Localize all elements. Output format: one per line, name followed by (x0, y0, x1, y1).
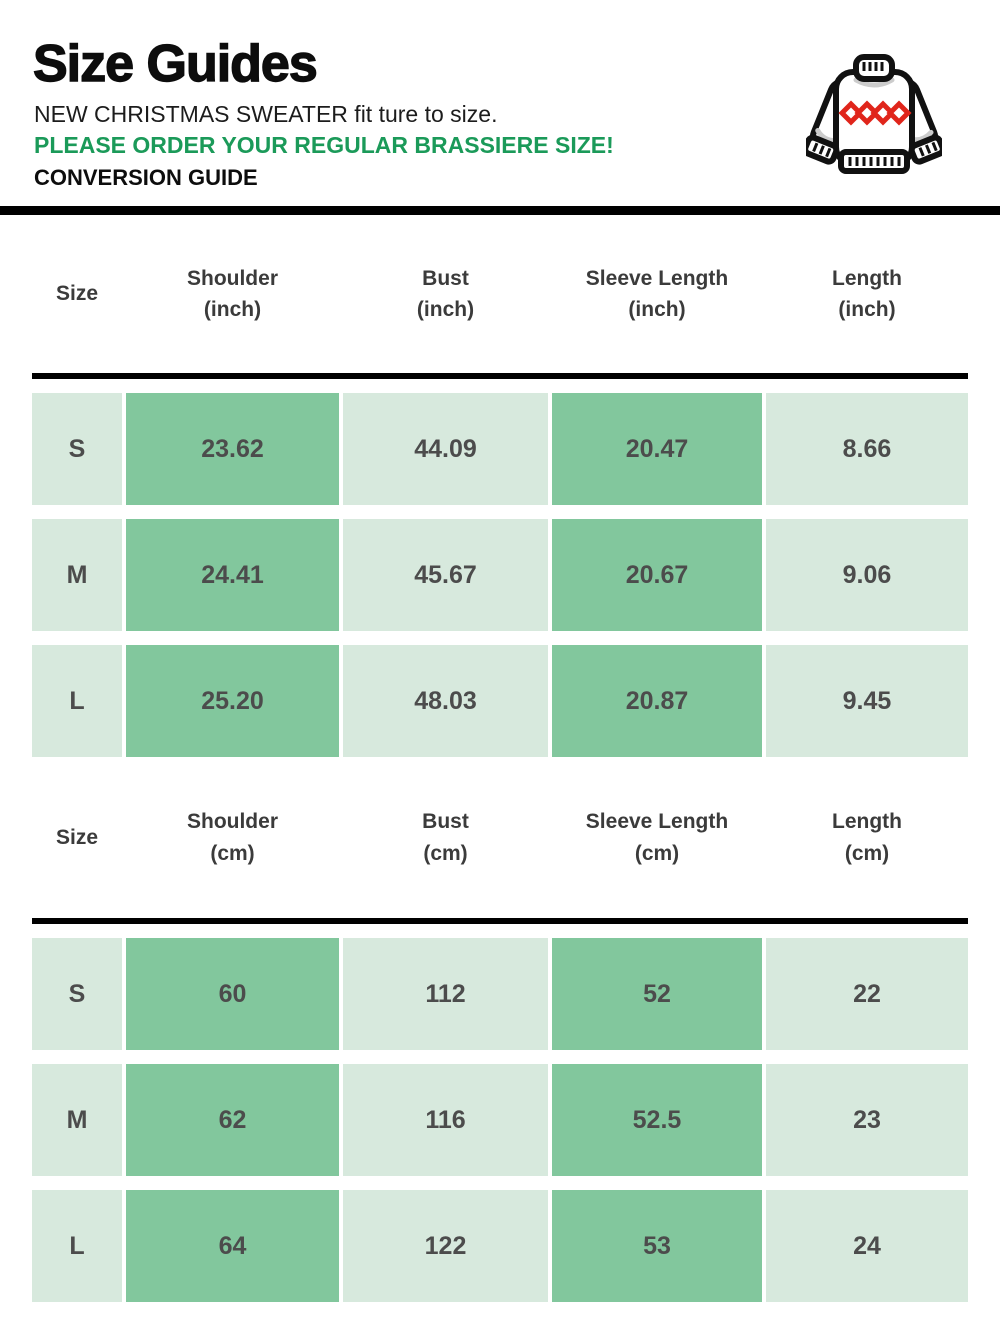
shoulder-cell: 24.41 (126, 519, 339, 631)
column-header-sleeve-length: Sleeve Length (inch) (585, 266, 729, 322)
sleeve-length-cell: 20.67 (552, 519, 762, 631)
size-table-inch: Size Shoulder (inch) Bust (inch) Sleeve … (32, 215, 968, 757)
column-header-length: Length (inch) (832, 266, 902, 322)
table-row-l: L 64 122 53 24 (32, 1190, 968, 1302)
length-cell: 22 (766, 938, 968, 1050)
sleeve-length-cell: 53 (552, 1190, 762, 1302)
sleeve-length-cell: 52 (552, 938, 762, 1050)
shoulder-cell: 25.20 (126, 645, 339, 757)
fit-subtitle: NEW CHRISTMAS SWEATER fit ture to size. (34, 101, 498, 127)
column-header-shoulder: Shoulder (cm) (186, 810, 278, 865)
size-cell: S (32, 938, 122, 1050)
length-cell: 9.06 (766, 519, 968, 631)
sleeve-length-cell: 20.47 (552, 393, 762, 505)
bust-cell: 44.09 (343, 393, 548, 505)
header-divider (0, 206, 1000, 215)
bust-cell: 48.03 (343, 645, 548, 757)
column-header-sleeve-length: Sleeve Length (cm) (585, 810, 729, 865)
table-header-row: Size Shoulder (inch) Bust (inch) Sleeve … (32, 215, 968, 373)
diamond-pattern (838, 100, 912, 126)
length-cell: 24 (766, 1190, 968, 1302)
size-cell: L (32, 1190, 122, 1302)
table-row-m: M 62 116 52.5 23 (32, 1064, 968, 1176)
order-notice: PLEASE ORDER YOUR REGULAR BRASSIERE SIZE… (34, 132, 614, 158)
column-header-size: Size (55, 825, 99, 849)
shoulder-cell: 60 (126, 938, 339, 1050)
table-row-s: S 23.62 44.09 20.47 8.66 (32, 393, 968, 505)
bust-cell: 116 (343, 1064, 548, 1176)
table-row-s: S 60 112 52 22 (32, 938, 968, 1050)
bust-cell: 45.67 (343, 519, 548, 631)
sleeve-length-cell: 20.87 (552, 645, 762, 757)
length-cell: 8.66 (766, 393, 968, 505)
length-cell: 9.45 (766, 645, 968, 757)
length-cell: 23 (766, 1064, 968, 1176)
size-table-cm: Size Shoulder (cm) Bust (cm) Sleeve Leng… (32, 757, 968, 1302)
bust-cell: 122 (343, 1190, 548, 1302)
conversion-guide-label: CONVERSION GUIDE (34, 165, 258, 190)
sleeve-length-cell: 52.5 (552, 1064, 762, 1176)
table-row-m: M 24.41 45.67 20.67 9.06 (32, 519, 968, 631)
column-header-length: Length (cm) (832, 810, 902, 865)
tables-area: Size Shoulder (inch) Bust (inch) Sleeve … (32, 215, 968, 1302)
column-header-bust: Bust (inch) (416, 266, 475, 322)
size-cell: L (32, 645, 122, 757)
page-title: Size Guides (32, 34, 318, 93)
bust-cell: 112 (343, 938, 548, 1050)
size-cell: M (32, 1064, 122, 1176)
column-header-bust: Bust (cm) (422, 810, 469, 865)
size-cell: M (32, 519, 122, 631)
table-header-rule (32, 373, 968, 379)
table-header-rule (32, 918, 968, 924)
christmas-sweater-icon (802, 52, 946, 200)
shoulder-cell: 64 (126, 1190, 339, 1302)
size-cell: S (32, 393, 122, 505)
header: Size Guides NEW CHRISTMAS SWEATER fit tu… (0, 0, 1000, 206)
column-header-size: Size (55, 282, 99, 306)
table-row-l: L 25.20 48.03 20.87 9.45 (32, 645, 968, 757)
column-header-shoulder: Shoulder (inch) (186, 266, 278, 322)
table-header-row: Size Shoulder (cm) Bust (cm) Sleeve Leng… (32, 757, 968, 918)
shoulder-cell: 23.62 (126, 393, 339, 505)
shoulder-cell: 62 (126, 1064, 339, 1176)
